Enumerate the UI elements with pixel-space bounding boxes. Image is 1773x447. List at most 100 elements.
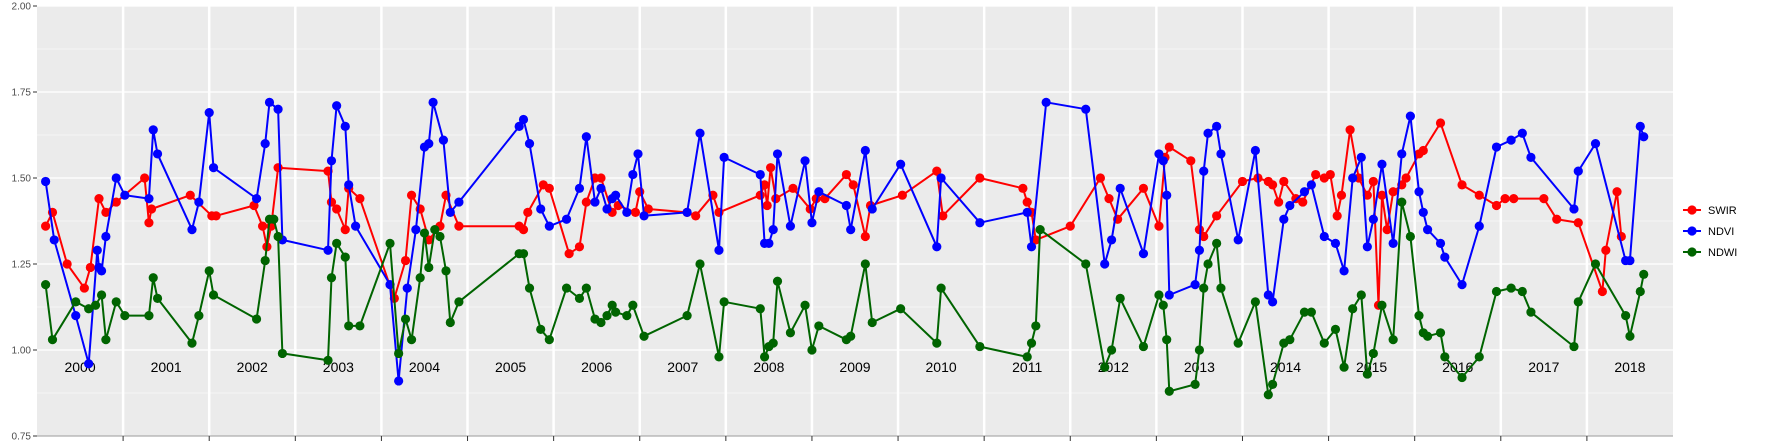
data-point <box>1026 242 1037 252</box>
data-point <box>1279 176 1289 187</box>
data-point <box>47 335 58 345</box>
data-point <box>1100 259 1110 269</box>
data-point <box>1250 145 1260 156</box>
data-point <box>251 194 262 204</box>
series-layer <box>41 97 1649 400</box>
data-point <box>1418 207 1428 217</box>
data-point <box>428 97 438 107</box>
data-point <box>1299 307 1310 317</box>
data-point <box>1368 214 1378 224</box>
data-point <box>187 225 197 235</box>
data-point <box>111 197 121 207</box>
data-point <box>1382 225 1392 235</box>
data-point <box>1435 238 1446 248</box>
data-point <box>1194 245 1205 255</box>
data-point <box>454 197 464 207</box>
data-point <box>1250 297 1260 307</box>
data-point <box>260 139 270 149</box>
data-point <box>1162 335 1172 345</box>
data-point <box>85 262 95 273</box>
data-point <box>1325 169 1335 180</box>
data-point <box>1164 142 1174 152</box>
data-point <box>454 297 464 307</box>
data-point <box>1457 180 1467 190</box>
data-point <box>1612 187 1622 197</box>
data-point <box>607 300 617 310</box>
data-point <box>564 249 574 259</box>
data-point <box>867 204 877 214</box>
data-point <box>1162 190 1172 200</box>
data-point <box>1414 187 1424 197</box>
data-point <box>807 345 817 355</box>
data-point <box>1517 286 1527 297</box>
data-point <box>561 214 572 224</box>
data-point <box>1268 379 1278 389</box>
data-point <box>111 173 121 183</box>
data-point <box>846 225 856 235</box>
data-point <box>596 173 606 183</box>
data-point <box>273 104 283 114</box>
data-point <box>561 283 572 293</box>
data-point <box>622 207 632 217</box>
data-point <box>1401 173 1411 183</box>
data-point <box>1041 97 1051 107</box>
data-point <box>936 283 946 293</box>
data-point <box>1299 187 1310 197</box>
data-point <box>424 139 434 149</box>
data-point <box>402 283 412 293</box>
data-point <box>1319 231 1329 242</box>
data-point <box>628 300 638 310</box>
y-tick-label: 1.75 <box>12 88 32 99</box>
data-point <box>714 352 724 362</box>
data-point <box>1639 269 1649 279</box>
data-point <box>622 311 632 321</box>
y-axis: 0.75 1.00 1.25 1.50 1.75 2.00 <box>12 2 37 443</box>
data-point <box>518 249 529 259</box>
data-point <box>1268 180 1278 190</box>
data-point <box>611 307 621 317</box>
data-point <box>1154 221 1164 231</box>
legend-marker <box>1687 226 1697 236</box>
data-point <box>1026 338 1037 348</box>
year-label: 2013 <box>1184 359 1215 375</box>
data-point <box>1573 166 1583 176</box>
data-point <box>84 359 94 369</box>
data-point <box>1348 173 1358 183</box>
data-point <box>896 159 906 169</box>
series-ndvi <box>41 97 1649 386</box>
data-point <box>1569 204 1579 214</box>
data-point <box>938 211 948 221</box>
data-point <box>438 135 449 145</box>
data-point <box>79 283 89 293</box>
data-point <box>755 169 765 180</box>
data-point <box>1526 307 1536 317</box>
data-point <box>344 180 354 190</box>
data-point <box>1573 218 1583 228</box>
data-point <box>257 221 268 231</box>
data-point <box>860 231 870 242</box>
data-point <box>1601 245 1611 255</box>
data-point <box>800 156 810 166</box>
data-point <box>1065 221 1075 231</box>
data-point <box>1081 104 1091 114</box>
data-point <box>1330 324 1341 334</box>
data-point <box>1339 362 1349 372</box>
data-point <box>814 187 824 197</box>
data-point <box>581 283 591 293</box>
data-point <box>628 169 638 180</box>
data-point <box>846 331 856 341</box>
data-point <box>208 290 219 300</box>
data-point <box>1306 307 1316 317</box>
legend-item-swir: SWIR <box>1683 205 1737 217</box>
data-point <box>932 166 942 176</box>
data-point <box>94 194 104 204</box>
data-point <box>1621 311 1631 321</box>
data-point <box>1405 231 1415 242</box>
data-point <box>574 242 585 252</box>
data-point <box>772 149 783 159</box>
data-point <box>814 321 824 331</box>
data-point <box>1212 211 1222 221</box>
data-point <box>643 204 653 214</box>
data-point <box>1506 135 1516 145</box>
data-point <box>936 173 946 183</box>
